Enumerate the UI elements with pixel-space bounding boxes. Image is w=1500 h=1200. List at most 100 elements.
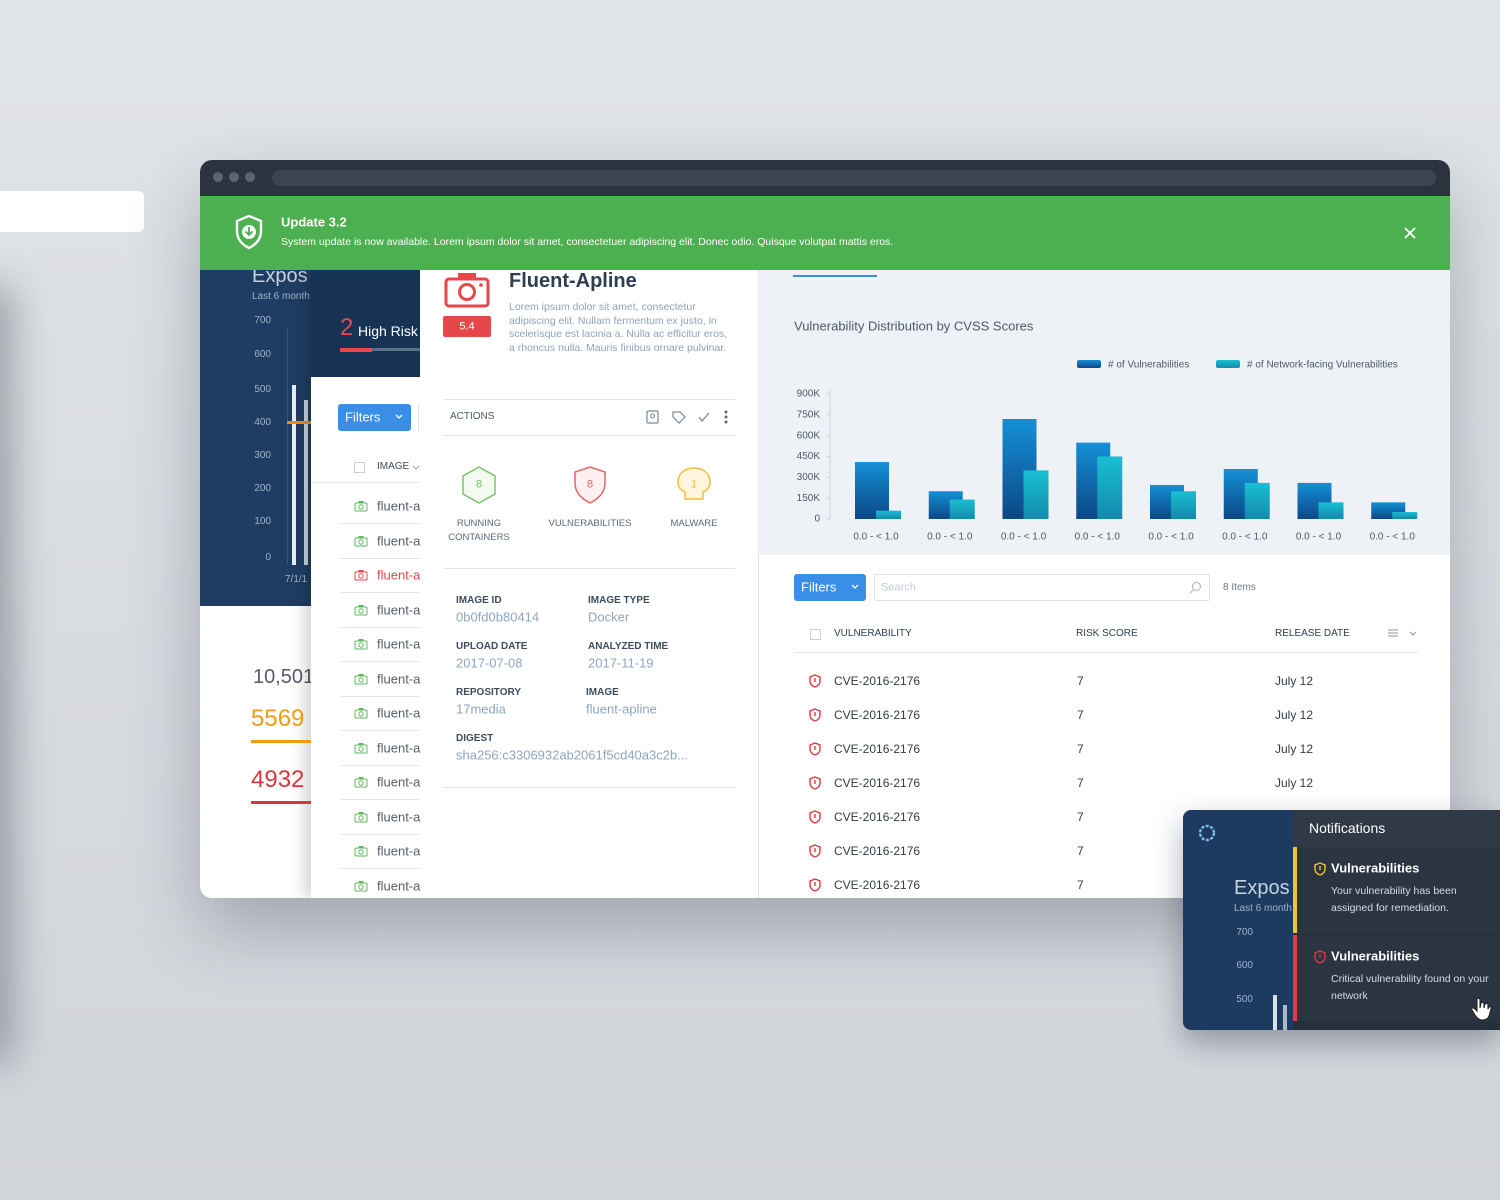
camera-icon [354,673,368,684]
icon-part [354,847,368,857]
icon-part [462,466,496,504]
y-tick-label: 600 [254,349,271,360]
stat-icon [574,466,606,504]
image-row[interactable]: fluent-a [377,809,421,824]
image-description: Lorem ipsum dolor sit amet, consectetur … [509,301,728,354]
bar [1171,491,1196,519]
column-header: VULNERABILITY [834,628,912,639]
icon-part [358,846,364,848]
image-row[interactable]: fluent-a [377,705,421,721]
stat-value: 8 [586,478,594,491]
stat-icon [462,466,496,504]
notification-item[interactable]: Vulnerabilities Critical vulnerability fo… [1293,935,1500,1021]
icon-part [358,607,364,614]
icon-part [358,538,364,545]
image-row[interactable]: fluent-a [377,567,421,583]
bar [1023,470,1049,519]
divider [443,435,735,436]
image-row[interactable]: fluent-a [377,740,421,755]
notification-item[interactable]: Vulnerabilities Your vulnerability has be… [1293,847,1500,933]
table-cell: 7 [1077,708,1084,722]
active-tab[interactable] [793,275,877,277]
image-row[interactable]: fluent-a [377,878,421,893]
image-row[interactable]: fluent-a [377,671,421,686]
divider [340,730,420,731]
shield-icon [809,810,821,824]
shield-icon [809,844,821,858]
icon-part [358,673,364,676]
image-row[interactable]: fluent-a [377,774,421,790]
y-tick-label: 400 [254,417,271,428]
camera-icon [444,273,490,308]
icon-part [358,849,364,855]
image-row[interactable]: fluent-a [377,533,421,548]
table-cell: CVE-2016-2176 [834,742,921,756]
icon-part [354,709,368,719]
risk-label: High Risk [358,323,418,339]
notifications-title: Notifications [1309,820,1386,836]
dashboard-total: 10,501 [253,666,315,688]
checkbox[interactable] [810,629,821,640]
notification-message: Critical vulnerability found on your net… [1331,973,1489,1002]
image-row[interactable]: fluent-a [377,602,421,617]
icon-part [698,412,710,423]
image-row[interactable]: fluent-a [377,636,421,652]
column-header: RELEASE DATE [1275,628,1350,639]
address-bar[interactable] [272,170,1436,186]
shield-icon [809,674,821,688]
image-detail-panel [420,270,758,898]
icon-part [646,410,659,424]
x-tick-label: 0.0 - < 1.0 [1370,532,1416,543]
divider [340,764,420,766]
image-row[interactable]: fluent-a [377,843,421,859]
checkbox[interactable] [354,462,365,473]
update-banner: Update 3.2 System update is now availabl… [200,196,1450,270]
filters-button[interactable]: Filters [794,574,866,601]
table-cell: CVE-2016-2176 [834,810,921,824]
icon-part [574,466,606,504]
camera-icon [354,880,368,891]
close-button[interactable] [1404,227,1416,239]
y-tick-label: 600K [797,430,821,441]
y-tick-label: 900K [797,389,821,400]
icon-part [358,501,364,503]
field-label: IMAGE ID [456,595,502,606]
icon-part [412,465,420,470]
field-value: 2017-07-08 [456,655,523,671]
y-tick-label: 700 [254,315,271,326]
camera-icon [354,570,368,581]
icon-part [851,584,859,589]
icon-part [1314,950,1326,964]
table-cell: 7 [1077,776,1084,790]
field-label: REPOSITORY [456,687,522,698]
window-dot[interactable] [213,172,223,182]
action-icons[interactable] [645,409,735,426]
icon-part [1198,824,1216,842]
stat-value: 8 [475,478,483,491]
icon-part [358,642,364,648]
x-tick-label: 0.0 - < 1.0 [927,532,973,543]
icon-part [358,535,364,538]
side-card [0,191,144,232]
column-menu[interactable] [1388,629,1420,639]
dashboard-stat: 4932 [251,766,305,793]
dashboard-bar [304,400,308,565]
icon-part [354,744,368,753]
cursor [1471,997,1492,1021]
filters-button[interactable]: Filters [338,404,411,431]
icon-part [724,420,728,424]
window-dot[interactable] [229,172,239,182]
camera-icon [354,742,368,753]
divider [758,270,759,898]
window-dot[interactable] [245,172,255,182]
actions-label: ACTIONS [450,411,495,422]
camera-icon [354,777,368,788]
y-tick-label: 0 [265,552,271,563]
search-input[interactable]: Search [874,574,1210,601]
image-row[interactable]: fluent-a [377,498,421,514]
divider [340,833,420,835]
risk-progress [340,348,372,352]
legend-swatch [1216,360,1240,368]
divider [794,652,1418,653]
divider [340,799,420,800]
